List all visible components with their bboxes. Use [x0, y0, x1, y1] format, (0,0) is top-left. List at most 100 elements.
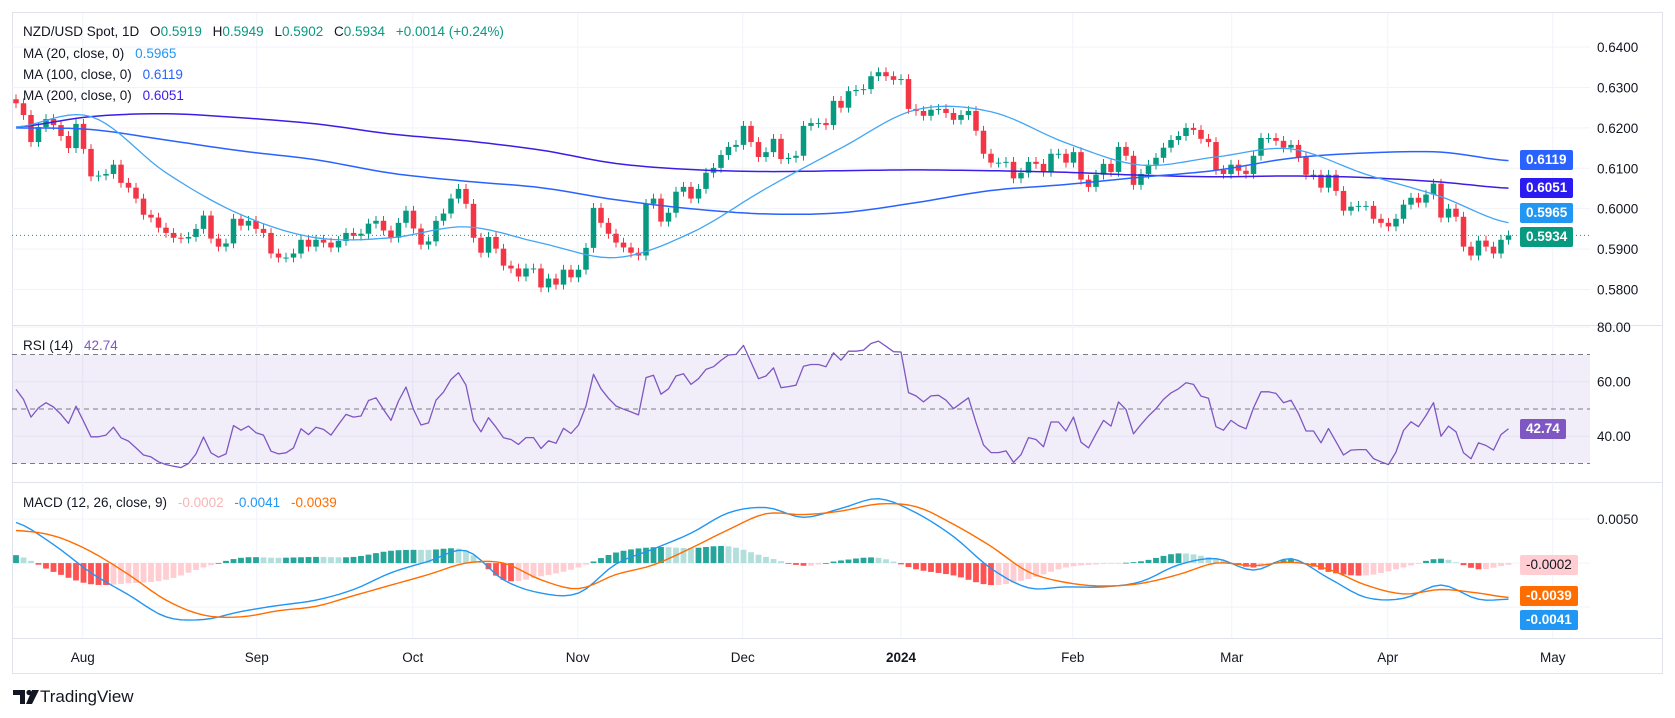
- candle-down: [568, 269, 574, 278]
- ma20-legend[interactable]: MA (20, close, 0) 0.5965: [23, 45, 176, 63]
- rsi-line: [15, 340, 1509, 469]
- candle-up: [1423, 194, 1429, 203]
- candle-up: [928, 109, 934, 116]
- candle-up: [103, 173, 109, 176]
- histogram-bar: [1348, 563, 1354, 576]
- ma20-price-badge: 0.5965: [1520, 203, 1574, 223]
- candle-down: [463, 188, 469, 204]
- candle-up: [230, 218, 237, 244]
- histogram-bar: [935, 563, 942, 573]
- histogram-bar: [1445, 559, 1452, 564]
- open-label: O: [150, 24, 161, 39]
- time-tick: Feb: [1061, 650, 1084, 665]
- histogram-bar: [320, 556, 327, 564]
- histogram-bar: [28, 560, 34, 564]
- indicator-lines: [15, 105, 1509, 621]
- histogram-bar: [305, 557, 312, 564]
- candle-up: [815, 123, 822, 125]
- candle-up: [1115, 146, 1122, 172]
- histogram-bar: [1130, 562, 1137, 564]
- candle-up: [770, 138, 777, 153]
- symbol-legend[interactable]: NZD/USD Spot, 1D O0.5919 H0.5949 L0.5902…: [23, 23, 504, 41]
- macd-line: [15, 498, 1509, 621]
- histogram-bar: [733, 547, 739, 564]
- rsi-axis[interactable]: 80.00 60.00 40.00: [1597, 320, 1631, 444]
- histogram-bar: [73, 563, 79, 581]
- candle-down: [1490, 246, 1497, 254]
- histogram-bar: [1010, 563, 1017, 583]
- candle-down: [208, 215, 214, 239]
- histogram-bar: [748, 552, 754, 564]
- histogram-bar: [665, 547, 672, 564]
- candle-up: [1363, 205, 1369, 207]
- histogram-bar: [725, 546, 732, 564]
- candle-down: [950, 112, 957, 120]
- candle-down: [275, 253, 282, 258]
- time-tick: Aug: [71, 650, 95, 665]
- histogram-bar: [1153, 557, 1159, 564]
- histogram-bar: [1318, 563, 1324, 570]
- histogram-bar: [260, 557, 267, 564]
- rsi-value: 42.74: [84, 338, 118, 353]
- candle-up: [703, 172, 709, 189]
- macd-legend[interactable]: MACD (12, 26, close, 9) -0.0002 -0.0041 …: [23, 494, 337, 512]
- candle-up: [1138, 173, 1144, 185]
- candle-down: [658, 198, 664, 222]
- histogram-bar: [980, 563, 987, 585]
- histogram-bar: [200, 563, 207, 568]
- candle-up: [965, 110, 972, 115]
- ma100-legend[interactable]: MA (100, close, 0) 0.6119: [23, 66, 183, 84]
- candle-up: [1498, 239, 1504, 254]
- histogram-bar: [448, 548, 454, 564]
- histogram-bar: [95, 563, 102, 585]
- candle-up: [545, 278, 552, 288]
- histogram-bar: [388, 550, 394, 564]
- histogram-bar: [335, 557, 342, 564]
- price-tick: 0.6200: [1597, 121, 1638, 136]
- candle-down: [755, 142, 762, 157]
- histogram-bar: [155, 563, 162, 582]
- histogram-bar: [1378, 563, 1384, 574]
- histogram-bar: [418, 549, 424, 564]
- candle-up: [1348, 206, 1354, 211]
- candle-up: [95, 175, 102, 177]
- price-tick: 0.5900: [1597, 242, 1638, 257]
- histogram-bar: [860, 557, 867, 564]
- candle-down: [943, 108, 949, 113]
- rsi-legend[interactable]: RSI (14) 42.74: [23, 337, 118, 355]
- candle-up: [433, 220, 439, 242]
- histogram-bar: [43, 563, 49, 569]
- macd-axis[interactable]: 0.0050: [1597, 512, 1638, 527]
- histogram-bar: [1115, 563, 1122, 564]
- histogram-bar: [718, 545, 724, 564]
- candle-down: [305, 239, 312, 247]
- ma200-legend[interactable]: MA (200, close, 0) 0.6051: [23, 87, 184, 105]
- candle-up: [365, 223, 372, 234]
- histogram-bar: [373, 553, 379, 564]
- candle-down: [515, 268, 522, 277]
- macd-line-value: -0.0041: [234, 495, 281, 510]
- histogram-bar: [1430, 559, 1437, 564]
- candle-up: [110, 164, 117, 174]
- histogram-bar: [965, 563, 972, 580]
- histogram-bar: [1408, 563, 1414, 566]
- candle-down: [620, 242, 627, 248]
- histogram-bar: [1123, 562, 1129, 564]
- histogram-bar: [1040, 563, 1047, 575]
- histogram-bar: [88, 563, 94, 585]
- candle-up: [485, 236, 492, 253]
- tradingview-brand[interactable]: TradingView: [40, 687, 134, 706]
- price-axis[interactable]: 0.6400 0.6300 0.6200 0.6100 0.6000 0.590…: [1597, 40, 1638, 297]
- histogram-bar: [470, 555, 477, 564]
- histogram-bar: [380, 551, 387, 564]
- histogram-bar: [1070, 563, 1077, 567]
- histogram-bar: [148, 563, 154, 583]
- histogram-bar: [110, 563, 117, 585]
- candle-down: [1123, 146, 1129, 156]
- histogram-bar: [583, 563, 589, 565]
- time-axis[interactable]: Aug Sep Oct Nov Dec 2024 Feb Mar Apr May: [71, 650, 1566, 665]
- candle-up: [1153, 157, 1159, 165]
- low-value: 0.5902: [281, 24, 324, 39]
- candle-up: [200, 215, 207, 229]
